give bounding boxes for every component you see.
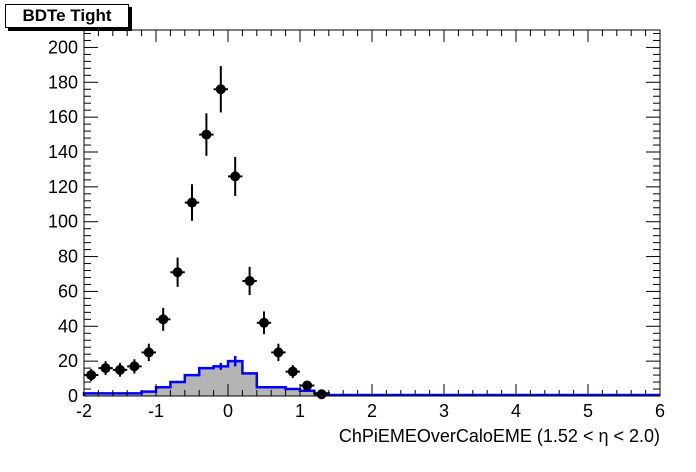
data-point <box>129 361 140 372</box>
data-point <box>201 129 212 140</box>
data-point <box>100 363 111 374</box>
x-tick-label: 4 <box>511 401 521 421</box>
data-point <box>158 314 169 325</box>
x-tick-label: 1 <box>295 401 305 421</box>
x-axis-label: ChPiEMEOverCaloEME (1.52 < η < 2.0) <box>339 426 660 446</box>
x-tick-label: 5 <box>583 401 593 421</box>
y-tick-label: 100 <box>48 212 78 232</box>
data-point <box>86 370 97 381</box>
data-point <box>273 347 284 358</box>
data-point <box>187 197 197 208</box>
data-point <box>316 389 327 400</box>
data-point <box>143 347 154 358</box>
y-tick-label: 180 <box>48 72 78 92</box>
plot-frame <box>83 29 661 397</box>
data-point <box>244 275 255 286</box>
y-tick-label: 200 <box>48 37 78 57</box>
data-points-layer <box>84 66 329 400</box>
x-tick-label: 3 <box>439 401 449 421</box>
y-tick-label: 60 <box>58 281 78 301</box>
y-tick-label: 0 <box>68 386 78 406</box>
y-tick-label: 40 <box>58 316 78 336</box>
y-tick-label: 80 <box>58 247 78 267</box>
x-tick-label: -2 <box>76 401 92 421</box>
data-point <box>115 364 125 375</box>
y-tick-label: 120 <box>48 177 78 197</box>
data-point <box>215 84 226 95</box>
data-point <box>172 267 183 278</box>
y-tick-label: 20 <box>58 351 78 371</box>
data-point <box>259 317 269 328</box>
x-tick-label: 0 <box>223 401 233 421</box>
data-point <box>302 380 313 391</box>
chart-title: BDTe Tight <box>22 6 112 25</box>
chart-title-box: BDTe Tight <box>5 4 129 28</box>
y-tick-label: 160 <box>48 107 78 127</box>
y-tick-label: 140 <box>48 142 78 162</box>
data-point <box>287 366 298 377</box>
x-tick-label: -1 <box>148 401 164 421</box>
x-tick-label: 2 <box>367 401 377 421</box>
data-point <box>230 171 241 182</box>
x-tick-label: 6 <box>655 401 665 421</box>
